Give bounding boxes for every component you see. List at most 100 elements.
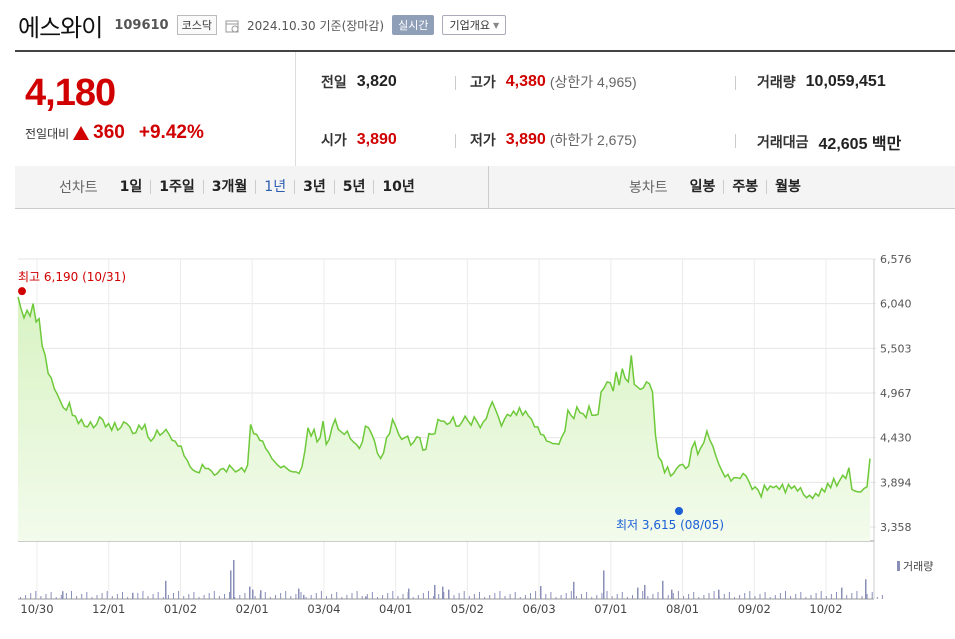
volume-bar [825, 596, 827, 599]
volume-bar [365, 596, 367, 599]
y-tick-label: 4,430 [880, 432, 912, 445]
stat-low: 저가 3,890 (하한가 2,675) [470, 130, 637, 150]
company-overview-label: 기업개요 [449, 19, 490, 32]
volume-bar [346, 595, 348, 599]
volume-bar [769, 597, 771, 599]
candle-period-tab-0[interactable]: 일봉 [689, 179, 716, 195]
volume-bar [434, 584, 436, 599]
high-marker [18, 287, 26, 296]
volume-bar [290, 596, 292, 599]
volume-bar [795, 594, 797, 599]
price-chart: 6,576 6,040 5,503 4,967 4,430 3,894 3,358 최고 6… [17, 253, 933, 616]
volume-bar [229, 592, 231, 599]
volume-bar [433, 596, 435, 599]
volume-bar [830, 594, 832, 599]
volume-bar [116, 594, 118, 599]
line-period-tab-1[interactable]: 1주일 [150, 180, 203, 194]
volume-bar [657, 592, 659, 599]
volume-bar [233, 560, 235, 599]
realtime-button[interactable]: 실시간 [392, 15, 435, 35]
divider [455, 134, 456, 148]
volume-bar [443, 592, 445, 599]
x-tick-label: 03/04 [307, 602, 340, 616]
price-box: 4,180 전일대비 360 +9.42% [15, 52, 296, 168]
divider [735, 76, 736, 90]
volume-bar [442, 586, 444, 599]
change-value: 360 [93, 122, 125, 143]
divider [455, 76, 456, 90]
line-period-tab-2[interactable]: 3개월 [202, 180, 256, 194]
up-arrow-icon [73, 126, 90, 140]
volume-bar [570, 591, 572, 599]
volume-bar [463, 591, 465, 599]
volume-value: 10,059,451 [805, 73, 886, 90]
line-period-tab-6[interactable]: 10년 [373, 180, 422, 194]
x-tick-label: 10/30 [20, 602, 53, 616]
volume-bar [611, 596, 613, 599]
volume-bar [856, 591, 858, 599]
change-percent: +9.42% [138, 122, 204, 143]
volume-bar [264, 592, 266, 599]
volume-bar [198, 597, 200, 599]
volume-bar [739, 595, 741, 599]
volume-bar [703, 595, 705, 599]
line-period-tab-5[interactable]: 5년 [333, 180, 374, 194]
volume-bar [749, 591, 751, 599]
low-value: 3,890 [505, 131, 546, 148]
volume-bar [851, 593, 853, 599]
volume-bar [76, 596, 78, 599]
volume-bar [688, 594, 690, 599]
y-tick-label: 3,358 [880, 521, 912, 534]
volume-bar [642, 591, 644, 599]
volume-bar [300, 592, 302, 599]
volume-bar [203, 595, 205, 599]
line-period-tab-0[interactable]: 1일 [119, 179, 143, 195]
volume-bar [320, 591, 322, 599]
volume-bar [632, 595, 633, 599]
volume-bar [326, 596, 327, 599]
volume-bar [239, 595, 241, 599]
open-value: 3,890 [356, 131, 397, 148]
volume-bar [744, 593, 746, 599]
volume-bar [524, 595, 526, 599]
company-overview-button[interactable]: 기업개요 ▼ [442, 15, 507, 35]
volume-bar [132, 592, 134, 599]
volume-bar [438, 594, 440, 599]
high-label: 최고 6,190 (10/31) [18, 270, 126, 284]
volume-bar [55, 597, 57, 599]
volume-bar [621, 592, 623, 599]
stat-amount: 거래대금 42,605 백만 [757, 130, 901, 154]
volume-bar [499, 591, 501, 599]
volume-bar [298, 588, 300, 599]
volume-bar [514, 592, 516, 599]
volume-bar [60, 595, 62, 599]
volume-bar [693, 592, 695, 599]
candle-period-tab-2[interactable]: 월봉 [766, 180, 809, 194]
volume-legend-icon [897, 561, 900, 571]
volume-label: 거래량 [757, 75, 796, 91]
volume-bar [718, 589, 720, 599]
volume-bar [728, 592, 730, 599]
market-badge: 코스닥 [176, 15, 217, 35]
volume-bar [249, 586, 251, 599]
candle-period-tab-1[interactable]: 주봉 [723, 180, 766, 194]
volume-bar [667, 595, 669, 599]
volume-bar [473, 594, 475, 599]
x-tick-label: 02/01 [236, 602, 269, 616]
volume-bar [234, 597, 236, 599]
volume-bar [162, 597, 164, 599]
volume-bar [30, 593, 32, 599]
volume-bar [861, 596, 863, 599]
volume-bar [662, 580, 664, 599]
stock-name: 에스와이 [18, 13, 103, 42]
line-period-tab-4[interactable]: 3년 [294, 180, 334, 194]
volume-bar [377, 597, 378, 599]
volume-bar [846, 595, 848, 599]
volume-bar [71, 591, 72, 599]
volume-bar [713, 591, 715, 599]
volume-bar [637, 587, 639, 599]
current-price: 4,180 [25, 72, 116, 114]
volume-bar [774, 595, 776, 599]
line-period-tab-3[interactable]: 1년 [255, 180, 294, 194]
volume-bar [519, 597, 521, 599]
